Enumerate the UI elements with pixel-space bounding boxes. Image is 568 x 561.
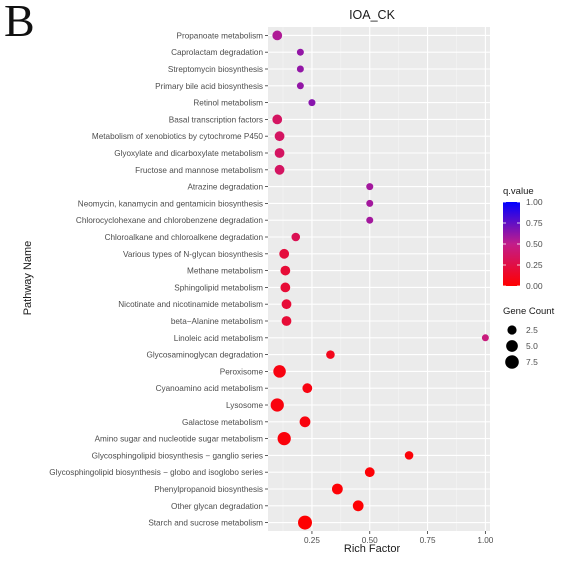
size-legend-title: Gene Count: [503, 306, 555, 317]
color-legend-label: 0.00: [526, 281, 543, 291]
data-point: [299, 416, 311, 428]
y-tick-label: Starch and sucrose metabolism: [148, 519, 263, 528]
y-tick-label: Cyanoamino acid metabolism: [156, 384, 264, 393]
color-legend-label: 0.75: [526, 218, 543, 228]
x-axis-label: Rich Factor: [344, 543, 401, 555]
y-tick-label: Neomycin, kanamycin and gentamicin biosy…: [78, 199, 263, 208]
data-point: [280, 265, 291, 276]
y-tick-label: Sphingolipid metabolism: [174, 283, 263, 292]
data-point: [272, 30, 283, 41]
y-tick-label: beta−Alanine metabolism: [171, 317, 263, 326]
data-point: [281, 299, 292, 310]
y-tick-label: Nicotinate and nicotinamide metabolism: [118, 300, 263, 309]
y-axis-label: Pathway Name: [22, 241, 34, 316]
y-tick-label: Various types of N-glycan biosynthesis: [123, 250, 263, 259]
y-tick-label: Chloroalkane and chloroalkene degradatio…: [105, 233, 264, 242]
y-tick-label: Glycosphingolipid biosynthesis − ganglio…: [92, 451, 263, 460]
data-point: [291, 232, 301, 242]
panel-letter: B: [4, 0, 35, 46]
y-tick-label: Peroxisome: [220, 367, 264, 376]
data-point: [404, 451, 414, 460]
data-point: [302, 383, 313, 394]
data-point: [481, 334, 489, 342]
plot-panel: [268, 27, 490, 531]
y-tick-label: Lysosome: [226, 401, 263, 410]
data-point: [326, 350, 335, 359]
data-point: [366, 183, 374, 191]
y-tick-label: Metabolism of xenobiotics by cytochrome …: [92, 132, 264, 141]
y-tick-label: Streptomycin biosynthesis: [168, 65, 263, 74]
x-tick-label: 0.75: [420, 536, 436, 545]
size-legend-label: 5.0: [526, 341, 538, 351]
chart-title: IOA_CK: [349, 8, 396, 22]
data-point: [274, 148, 285, 158]
data-point: [277, 431, 291, 446]
data-point: [366, 199, 374, 207]
size-legend-label: 2.5: [526, 325, 538, 335]
data-point: [280, 282, 291, 293]
y-tick-label: Propanoate metabolism: [177, 31, 264, 40]
data-point: [274, 164, 285, 175]
y-tick-label: Atrazine degradation: [187, 183, 263, 192]
data-point: [273, 365, 286, 378]
y-tick-label: Other glycan degradation: [171, 502, 263, 511]
y-tick-label: Glycosphingolipid biosynthesis − globo a…: [49, 468, 263, 477]
data-point: [366, 216, 374, 224]
size-legend-label: 7.5: [526, 357, 538, 367]
color-legend-label: 0.25: [526, 260, 543, 270]
x-tick-label: 0.50: [362, 536, 378, 545]
y-tick-label: Retinol metabolism: [193, 99, 263, 108]
y-tick-label: Phenylpropanoid biosynthesis: [154, 485, 263, 494]
data-point: [296, 48, 304, 56]
data-point: [279, 248, 290, 259]
y-tick-label: Basal transcription factors: [169, 115, 263, 124]
data-point: [270, 398, 284, 412]
y-tick-label: Linoleic acid metabolism: [174, 334, 263, 343]
y-tick-label: Glycosaminoglycan degradation: [146, 351, 263, 360]
data-point: [331, 483, 343, 495]
data-point: [296, 82, 304, 90]
color-legend-label: 0.50: [526, 239, 543, 249]
y-tick-label: Glyoxylate and dicarboxylate metabolism: [114, 149, 263, 158]
y-tick-label: Methane metabolism: [187, 267, 263, 276]
data-point: [298, 515, 312, 530]
data-point: [352, 500, 364, 512]
size-legend-key: [506, 340, 518, 352]
size-legend-key: [507, 325, 517, 335]
data-point: [308, 99, 316, 107]
color-legend-bar: [503, 202, 520, 286]
color-legend-title: q.value: [503, 186, 534, 197]
y-tick-label: Galactose metabolism: [182, 418, 263, 427]
data-point: [281, 316, 292, 326]
y-tick-label: Caprolactam degradation: [171, 48, 263, 57]
y-tick-label: Primary bile acid biosynthesis: [155, 82, 263, 91]
data-point: [296, 65, 304, 73]
y-tick-label: Fructose and mannose metabolism: [135, 166, 263, 175]
size-legend-key: [505, 355, 519, 369]
x-tick-label: 0.25: [304, 536, 320, 545]
data-point: [364, 467, 375, 478]
data-point: [274, 131, 285, 142]
y-tick-label: Amino sugar and nucleotide sugar metabol…: [95, 435, 264, 444]
data-point: [272, 114, 283, 125]
y-tick-label: Chlorocyclohexane and chlorobenzene degr…: [76, 216, 264, 225]
color-legend-label: 1.00: [526, 197, 543, 207]
x-tick-label: 1.00: [477, 536, 493, 545]
